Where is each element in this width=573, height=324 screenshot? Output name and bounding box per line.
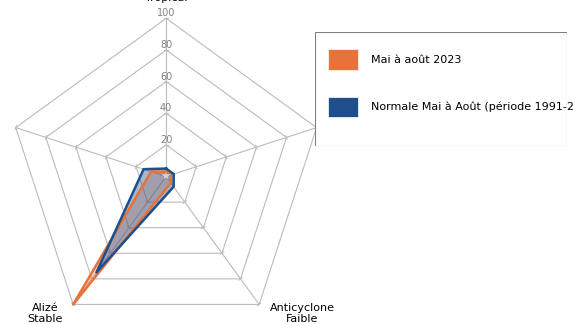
Polygon shape xyxy=(96,168,174,272)
Text: 100: 100 xyxy=(157,8,175,18)
Text: Anticyclone
Faible: Anticyclone Faible xyxy=(270,303,335,324)
Text: 80: 80 xyxy=(160,40,172,50)
Text: 60: 60 xyxy=(160,72,172,82)
FancyBboxPatch shape xyxy=(328,49,358,70)
Text: Mai à août 2023: Mai à août 2023 xyxy=(371,55,461,64)
FancyBboxPatch shape xyxy=(328,97,358,118)
Text: Normale Mai à Août (période 1991-2020): Normale Mai à Août (période 1991-2020) xyxy=(371,102,573,112)
Text: Temps
Tropical: Temps Tropical xyxy=(145,0,187,3)
Text: 40: 40 xyxy=(160,103,172,113)
Text: Alizé
Stable: Alizé Stable xyxy=(27,303,62,324)
Text: 20: 20 xyxy=(160,135,172,145)
FancyBboxPatch shape xyxy=(315,32,567,146)
Text: Perturbation
Australe: Perturbation Australe xyxy=(331,113,401,135)
Polygon shape xyxy=(73,172,171,305)
